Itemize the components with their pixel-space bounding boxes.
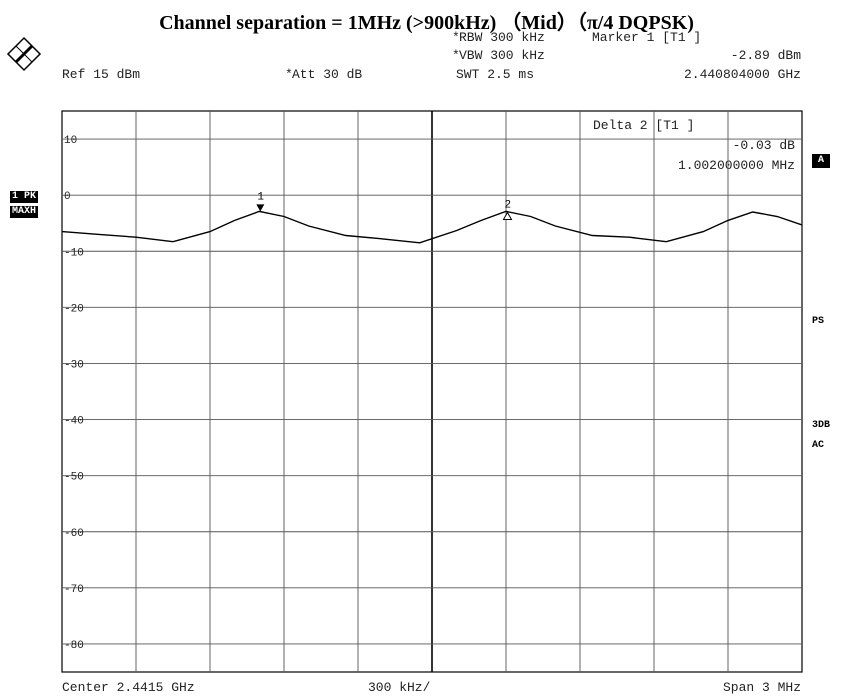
y-tick-label: -20	[64, 303, 84, 315]
att-readout: Att 30 dB	[292, 67, 363, 82]
y-tick-label: 0	[64, 191, 71, 203]
vbw-readout: VBW 300 kHz	[459, 48, 545, 63]
rs-logo-icon	[6, 36, 42, 72]
ac-label: AC	[812, 440, 825, 451]
y-tick-label: -80	[64, 640, 84, 652]
swt-readout: SWT 2.5 ms	[456, 67, 535, 82]
marker-1-triangle	[256, 204, 265, 212]
marker-title: Marker 1 [T1 ]	[592, 30, 702, 45]
ps-label: PS	[812, 316, 825, 327]
marker-level: -2.89 dBm	[730, 48, 801, 63]
marker-frequency: 2.440804000 GHz	[683, 67, 801, 82]
marker-2-triangle	[502, 211, 513, 221]
chart-title: Channel separation = 1MHz (>900kHz) （Mid…	[159, 12, 694, 34]
att-star: *	[285, 67, 293, 82]
y-tick-label: -10	[64, 247, 84, 259]
marker-2-label: 2	[504, 200, 511, 212]
y-tick-label: -60	[64, 528, 84, 540]
y-tick-label: -40	[64, 416, 84, 428]
delta-frequency: 1.002000000 MHz	[677, 158, 795, 173]
y-tick-label: -70	[64, 584, 84, 596]
delta-title: Delta 2 [T1 ]	[593, 118, 695, 133]
delta-level: -0.03 dB	[732, 138, 795, 153]
vbw-star: *	[452, 48, 460, 63]
spectrum-trace	[61, 210, 803, 244]
division-readout: 300 kHz/	[368, 680, 431, 695]
y-tick-label: -30	[64, 359, 84, 371]
rbw-readout: RBW 300 kHz	[459, 30, 545, 45]
trace-detector-badge: MAXH	[10, 206, 39, 218]
y-tick-label: -50	[64, 472, 84, 484]
center-frequency: Center 2.4415 GHz	[62, 680, 195, 695]
span-readout: Span 3 MHz	[722, 680, 801, 695]
ref-level-readout: Ref 15 dBm	[62, 67, 141, 82]
3db-label: 3DB	[812, 420, 831, 431]
y-tick-label: 10	[64, 135, 77, 147]
marker-1-label: 1	[257, 191, 264, 203]
rbw-star: *	[452, 30, 460, 45]
trace-a-badge: A	[812, 154, 831, 168]
trace-mode-badge: 1 PK	[10, 191, 39, 203]
